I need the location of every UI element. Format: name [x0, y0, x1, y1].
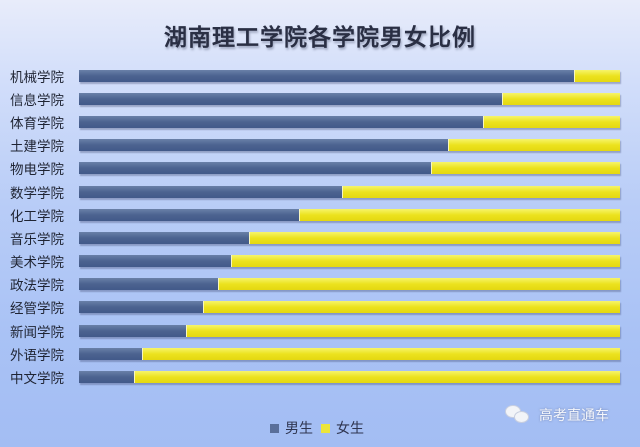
- female-segment: [141, 347, 620, 360]
- category-label: 数学学院: [10, 185, 64, 202]
- chart-legend: 男生 女生: [270, 418, 372, 438]
- bar-rows: 机械学院 信息学院 体育学院 土建学院 物电学院 数学学院: [0, 64, 640, 389]
- male-segment: [79, 255, 232, 268]
- stacked-bar: [79, 255, 620, 268]
- category-label: 音乐学院: [10, 231, 64, 248]
- male-segment: [79, 208, 300, 221]
- stacked-bar: [79, 139, 620, 152]
- legend-item-male: 男生: [270, 418, 313, 438]
- female-segment: [186, 324, 620, 337]
- category-label: 新闻学院: [10, 324, 64, 341]
- male-segment: [79, 301, 203, 314]
- stacked-bar: [79, 231, 620, 244]
- stacked-bar: [79, 324, 620, 337]
- female-segment: [134, 371, 620, 384]
- bar-row: 化工学院: [0, 203, 640, 226]
- bar-row: 数学学院: [0, 180, 640, 203]
- female-segment: [483, 115, 620, 128]
- category-label: 中文学院: [10, 371, 64, 388]
- bar-row: 政法学院: [0, 273, 640, 296]
- female-segment: [299, 208, 620, 221]
- bar-row: 信息学院: [0, 87, 640, 110]
- stacked-bar: [79, 185, 620, 198]
- female-segment: [248, 231, 620, 244]
- bar-row: 中文学院: [0, 365, 640, 388]
- category-label: 物电学院: [10, 162, 64, 179]
- bar-row: 美术学院: [0, 250, 640, 273]
- bar-row: 新闻学院: [0, 319, 640, 342]
- bar-row: 经管学院: [0, 296, 640, 319]
- category-label: 化工学院: [10, 208, 64, 225]
- stacked-bar: [79, 347, 620, 360]
- category-label: 经管学院: [10, 301, 64, 318]
- legend-label-female: 女生: [336, 421, 364, 437]
- male-segment: [79, 185, 342, 198]
- stacked-bar: [79, 162, 620, 175]
- male-segment: [79, 347, 142, 360]
- stacked-bar: [79, 208, 620, 221]
- wechat-icon: [505, 405, 531, 425]
- bar-row: 音乐学院: [0, 226, 640, 249]
- bar-row: 机械学院: [0, 64, 640, 87]
- male-segment: [79, 115, 484, 128]
- category-label: 土建学院: [10, 139, 64, 156]
- legend-label-male: 男生: [285, 421, 313, 437]
- male-segment: [79, 92, 503, 105]
- male-segment: [79, 371, 135, 384]
- stacked-bar: [79, 371, 620, 384]
- bar-row: 物电学院: [0, 157, 640, 180]
- bar-row: 体育学院: [0, 110, 640, 133]
- stacked-bar: [79, 115, 620, 128]
- category-label: 政法学院: [10, 278, 64, 295]
- female-segment: [447, 139, 620, 152]
- category-label: 外语学院: [10, 347, 64, 364]
- bar-row: 土建学院: [0, 134, 640, 157]
- male-segment: [79, 278, 219, 291]
- female-segment: [502, 92, 620, 105]
- male-segment: [79, 231, 249, 244]
- female-segment: [574, 69, 620, 82]
- category-label: 机械学院: [10, 69, 64, 86]
- stacked-bar: [79, 69, 620, 82]
- stacked-bar: [79, 278, 620, 291]
- legend-item-female: 女生: [321, 418, 364, 438]
- male-segment: [79, 162, 432, 175]
- male-segment: [79, 324, 187, 337]
- stacked-bar: [79, 301, 620, 314]
- female-segment: [431, 162, 620, 175]
- male-segment: [79, 69, 574, 82]
- category-label: 美术学院: [10, 255, 64, 272]
- female-segment: [341, 185, 620, 198]
- male-segment: [79, 139, 448, 152]
- female-segment: [231, 255, 620, 268]
- female-segment: [218, 278, 620, 291]
- stacked-bar: [79, 92, 620, 105]
- male-swatch-icon: [270, 423, 279, 433]
- category-label: 信息学院: [10, 92, 64, 109]
- watermark-text: 高考直通车: [539, 408, 609, 424]
- bar-row: 外语学院: [0, 342, 640, 365]
- watermark: 高考直通车: [505, 405, 609, 425]
- chart-title: 湖南理工学院各学院男女比例: [164, 24, 476, 51]
- category-label: 体育学院: [10, 115, 64, 132]
- female-swatch-icon: [321, 423, 330, 433]
- female-segment: [202, 301, 620, 314]
